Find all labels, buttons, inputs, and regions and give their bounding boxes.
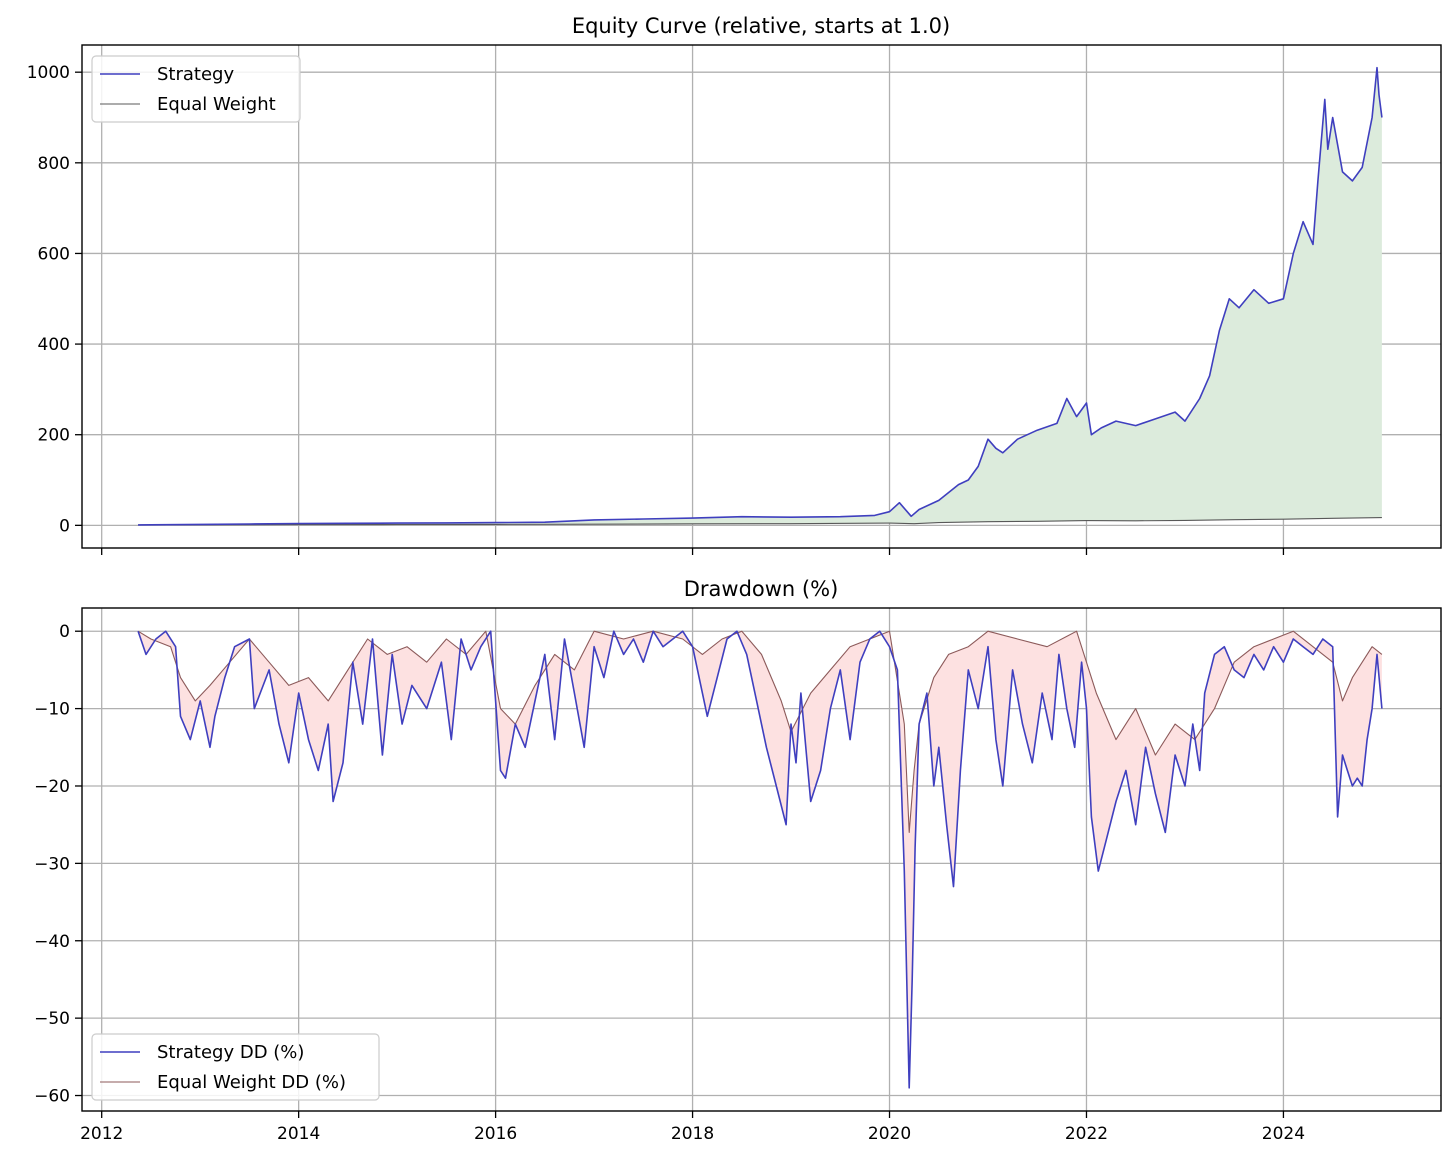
y-tick-label: −30 bbox=[34, 854, 70, 874]
equity-ticks: 0 200 400 600 800 1000 bbox=[27, 63, 1285, 555]
y-tick-label: −20 bbox=[34, 777, 70, 797]
y-tick-label: 400 bbox=[38, 335, 70, 355]
legend-label: Equal Weight bbox=[157, 94, 276, 115]
equity-curve-panel: Equity Curve (relative, starts at 1.0) 0… bbox=[27, 14, 1442, 555]
y-tick-label: 0 bbox=[59, 622, 70, 642]
legend-label: Equal Weight DD (%) bbox=[157, 1072, 346, 1093]
y-tick-label: −60 bbox=[34, 1087, 70, 1107]
drawdown-panel: Drawdown (%) 2012 2014 2016 2018 2020 2022 202… bbox=[34, 577, 1442, 1144]
legend-label: Strategy bbox=[157, 64, 234, 85]
series-line-strategy bbox=[137, 630, 1383, 1089]
y-tick-label: 1000 bbox=[27, 63, 70, 83]
series-line-equal-weight bbox=[138, 517, 1382, 526]
drawdown-ticks: 2012 2014 2016 2018 2020 2022 2024 0 −10 −20 −30 −4… bbox=[34, 622, 1305, 1144]
y-tick-label: −10 bbox=[34, 700, 70, 720]
fill-between-area bbox=[138, 631, 1382, 1088]
x-tick-label: 2016 bbox=[474, 1124, 517, 1144]
drawdown-series bbox=[137, 630, 1383, 1089]
equity-fill-between bbox=[138, 67, 1382, 525]
drawdown-axes-frame bbox=[81, 607, 1442, 1112]
drawdown-fill-between bbox=[138, 631, 1382, 1088]
equity-axes-frame bbox=[81, 44, 1442, 549]
x-tick-label: 2018 bbox=[671, 1124, 714, 1144]
legend-label: Strategy DD (%) bbox=[157, 1042, 304, 1063]
x-tick-label: 2014 bbox=[277, 1124, 320, 1144]
y-tick-label: 800 bbox=[38, 154, 70, 174]
legend-box bbox=[91, 1033, 380, 1101]
equity-curve-title: Equity Curve (relative, starts at 1.0) bbox=[572, 14, 950, 38]
x-tick-label: 2020 bbox=[868, 1124, 911, 1144]
y-tick-label: −40 bbox=[34, 932, 70, 952]
drawdown-legend: Strategy DD (%) Equal Weight DD (%) bbox=[91, 1033, 380, 1101]
x-tick-label: 2024 bbox=[1262, 1124, 1305, 1144]
series-line-strategy bbox=[138, 66, 1383, 526]
x-tick-label: 2012 bbox=[80, 1124, 123, 1144]
y-tick-label: −50 bbox=[34, 1009, 70, 1029]
y-tick-label: 600 bbox=[38, 244, 70, 264]
equity-series bbox=[138, 66, 1383, 526]
x-tick-label: 2022 bbox=[1065, 1124, 1108, 1144]
y-tick-label: 0 bbox=[59, 516, 70, 536]
fill-between-area bbox=[138, 67, 1382, 525]
legend-box bbox=[91, 55, 301, 123]
equity-legend: Strategy Equal Weight bbox=[91, 55, 301, 123]
drawdown-title: Drawdown (%) bbox=[684, 577, 839, 601]
y-tick-label: 200 bbox=[38, 426, 70, 446]
